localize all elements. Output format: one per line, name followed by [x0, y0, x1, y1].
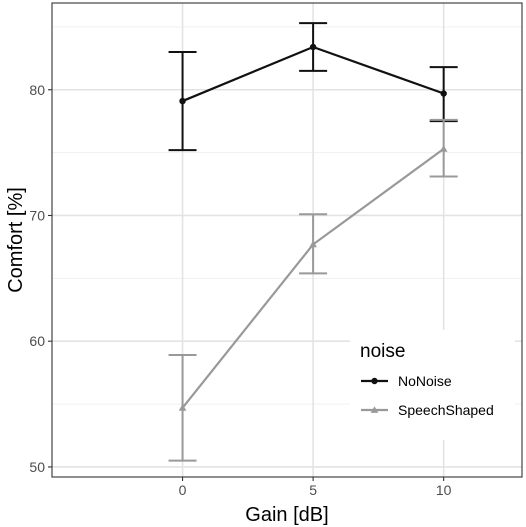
series-speechshaped	[168, 118, 458, 462]
legend-items: NoNoise SpeechShaped	[361, 373, 494, 418]
data-point	[440, 90, 447, 97]
data-point	[309, 43, 317, 51]
y-tick-label: 60	[29, 333, 45, 349]
x-tick-label: 0	[179, 482, 187, 498]
x-tick-label: 10	[436, 482, 452, 498]
y-axis-title: Comfort [%]	[5, 187, 27, 293]
y-tick-label: 70	[29, 207, 45, 223]
legend-label: NoNoise	[398, 373, 452, 389]
x-tick-label: 5	[309, 482, 317, 498]
axis-tick-labels: 50 60 70 80 0 5 10	[29, 82, 451, 498]
legend-item-speechshaped: SpeechShaped	[361, 402, 494, 418]
data-point	[178, 404, 187, 411]
legend-key-marker	[371, 377, 378, 385]
series-layer	[168, 22, 458, 462]
x-axis-title: Gain [dB]	[245, 504, 328, 526]
legend-label: SpeechShaped	[398, 402, 494, 418]
legend-key-marker	[370, 406, 379, 413]
data-point	[439, 145, 448, 152]
legend: noise NoNoise SpeechShaped	[350, 330, 515, 440]
data-point	[309, 240, 317, 248]
legend-title: noise	[360, 341, 405, 362]
axis-ticks	[48, 89, 445, 481]
y-tick-label: 80	[29, 82, 45, 98]
data-point	[179, 97, 186, 105]
legend-background	[350, 330, 515, 440]
series-nonoise	[168, 22, 458, 152]
legend-item-nonoise: NoNoise	[361, 373, 452, 389]
y-tick-label: 50	[29, 459, 45, 475]
panel-border	[51, 2, 523, 478]
